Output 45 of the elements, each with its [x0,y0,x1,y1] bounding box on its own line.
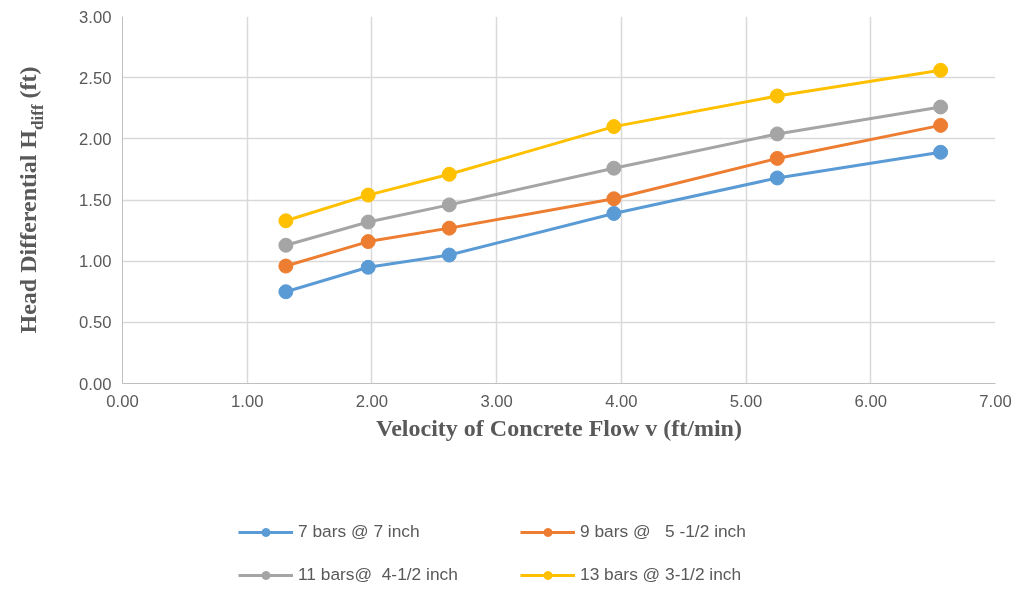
point [441,247,457,263]
y-tick-label: 0.00 [79,374,112,394]
point [606,119,622,135]
x-axis-title: Velocity of Concrete Flow v (ft/min) [376,414,742,441]
y-tick-label: 1.00 [79,252,112,272]
point [278,213,294,229]
point [441,220,457,236]
point [769,88,785,104]
point [933,99,949,115]
x-tick-label: 7.00 [979,391,1012,411]
point [360,187,376,203]
legend-label: 13 bars @ 3-1/2 inch [580,564,743,585]
point [769,170,785,186]
point [278,237,294,253]
point [933,62,949,78]
point [606,205,622,221]
x-tick-label: 4.00 [605,391,638,411]
point [360,214,376,230]
x-tick-label: 3.00 [480,391,513,411]
point [933,117,949,133]
y-axis-title: Head Differential Hdiff (ft) [14,66,47,334]
x-tick-label: 2.00 [355,391,389,411]
x-tick-label: 0.00 [106,391,139,411]
point [769,126,785,142]
point [933,144,949,160]
y-tick-label: 1.50 [79,191,112,210]
point [606,191,622,207]
point [769,150,785,166]
point [441,197,457,213]
legend-label: 11 bars@ 4-1/2 inch [298,564,459,585]
x-tick-label: 5.00 [729,391,763,411]
y-tick-label: 0.50 [79,313,112,333]
point [606,160,622,176]
legend-label: 7 bars @ 7 inch [298,521,421,542]
legend-label: 9 bars @ 5 -1/2 inch [580,521,747,542]
y-tick-label: 3.00 [79,7,112,27]
x-tick-label: 6.00 [854,391,887,411]
point [360,234,376,250]
point [278,284,294,300]
y-tick-label: 2.00 [79,129,112,149]
x-tick-label: 1.00 [231,391,264,411]
point [278,258,294,274]
point [441,166,457,182]
y-tick-label: 2.50 [79,68,112,88]
point [360,259,376,275]
